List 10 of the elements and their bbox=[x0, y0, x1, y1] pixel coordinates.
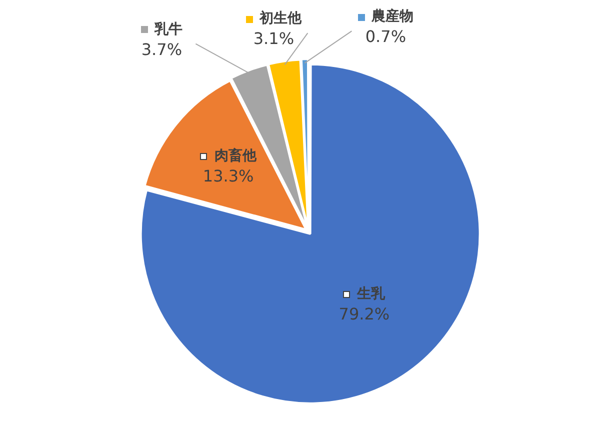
legend-label: 農産物 bbox=[370, 8, 414, 25]
data-label: 3.1% bbox=[253, 29, 294, 48]
data-label: 3.7% bbox=[141, 40, 182, 59]
data-label: 79.2% bbox=[338, 304, 390, 324]
slice-label: 生乳 bbox=[356, 286, 386, 302]
data-label: 0.7% bbox=[365, 27, 406, 46]
legend-label: 初生他 bbox=[258, 10, 303, 27]
legend-label: 乳牛 bbox=[154, 21, 183, 38]
data-label: 13.3% bbox=[202, 166, 254, 186]
slice-label: 肉畜他 bbox=[214, 147, 258, 164]
